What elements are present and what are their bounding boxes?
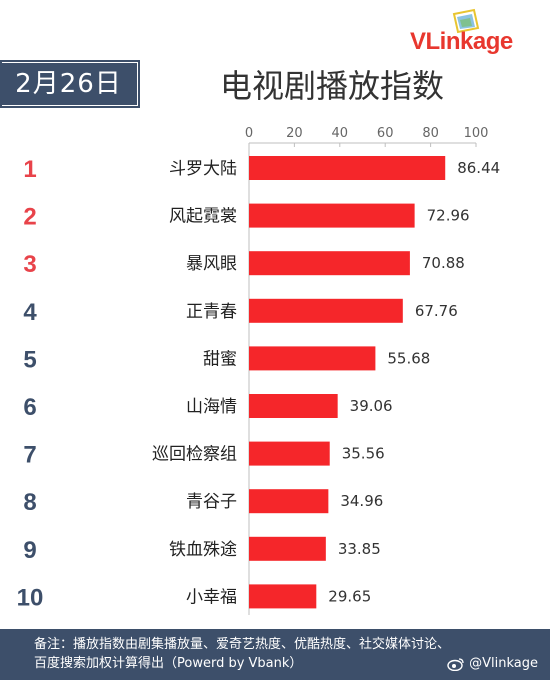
category-label: 山海情 [186,397,237,417]
value-label: 72.96 [427,207,470,225]
value-label: 29.65 [328,587,371,605]
category-label: 甜蜜 [203,349,237,369]
rank-number: 1 [23,156,36,183]
category-label: 小幸福 [186,587,237,607]
x-tick-label: 0 [245,126,253,141]
bar [249,536,326,561]
page-title: 电视剧播放指数 [220,67,445,105]
vlinkage-logo: VLinkage [410,8,540,62]
value-label: 67.76 [415,302,458,320]
rank-number: 7 [23,442,36,469]
category-label: 风起霓裳 [169,207,237,227]
rank-number: 3 [23,251,36,278]
bar [249,441,330,466]
x-tick-label: 60 [377,126,394,141]
category-label: 铁血殊途 [169,540,237,560]
x-tick-label: 40 [332,126,349,141]
weibo-handle: @Vlinkage [469,656,538,671]
value-label: 86.44 [457,159,500,177]
x-tick-label: 20 [286,126,303,141]
bar-chart: 0 20 40 60 80 100 1 斗罗大陆 86.44 2 风起霓裳 72.96 3 暴风眼 70.8… [17,126,500,615]
date-badge: 2月26日 [0,63,137,105]
footer-note: 备注：播放指数由剧集播放量、爱奇艺热度、优酷热度、社交媒体讨论、 百度搜索加权计… [0,629,550,680]
category-label: 巡回检察组 [152,445,237,465]
value-label: 70.88 [422,254,465,272]
bar [249,298,403,323]
rank-number: 8 [23,489,36,516]
category-label: 斗罗大陆 [169,159,237,179]
bar [249,251,410,276]
bar [249,346,376,371]
value-label: 55.68 [387,349,430,367]
bar [249,584,317,609]
footer-note-line1: 备注：播放指数由剧集播放量、爱奇艺热度、优酷热度、社交媒体讨论、 [34,637,451,652]
rank-number: 4 [23,299,37,326]
rank-number: 5 [23,346,36,373]
bar [249,394,338,418]
category-label: 正青春 [186,302,237,322]
logo-letter: V [410,28,426,55]
logo-wordmark: Linkage [425,28,514,55]
logo-mark-icon [452,8,480,34]
weibo-icon [447,657,464,671]
value-label: 39.06 [350,397,393,415]
rank-number: 6 [23,394,36,421]
rank-number: 10 [17,584,44,611]
value-label: 35.56 [342,445,385,463]
value-label: 34.96 [340,492,383,510]
bar [249,156,446,180]
x-tick-label: 100 [464,126,489,141]
value-label: 33.85 [338,540,381,558]
weibo-credit: @Vlinkage [447,656,538,671]
x-tick-label: 80 [422,126,439,141]
rank-number: 9 [23,537,36,564]
bar [249,203,415,228]
rank-number: 2 [23,204,36,231]
category-label: 暴风眼 [186,254,237,274]
category-label: 青谷子 [186,492,237,512]
footer-note-line2: 百度搜索加权计算得出（Powerd by Vbank） [34,656,303,671]
bar [249,489,329,514]
